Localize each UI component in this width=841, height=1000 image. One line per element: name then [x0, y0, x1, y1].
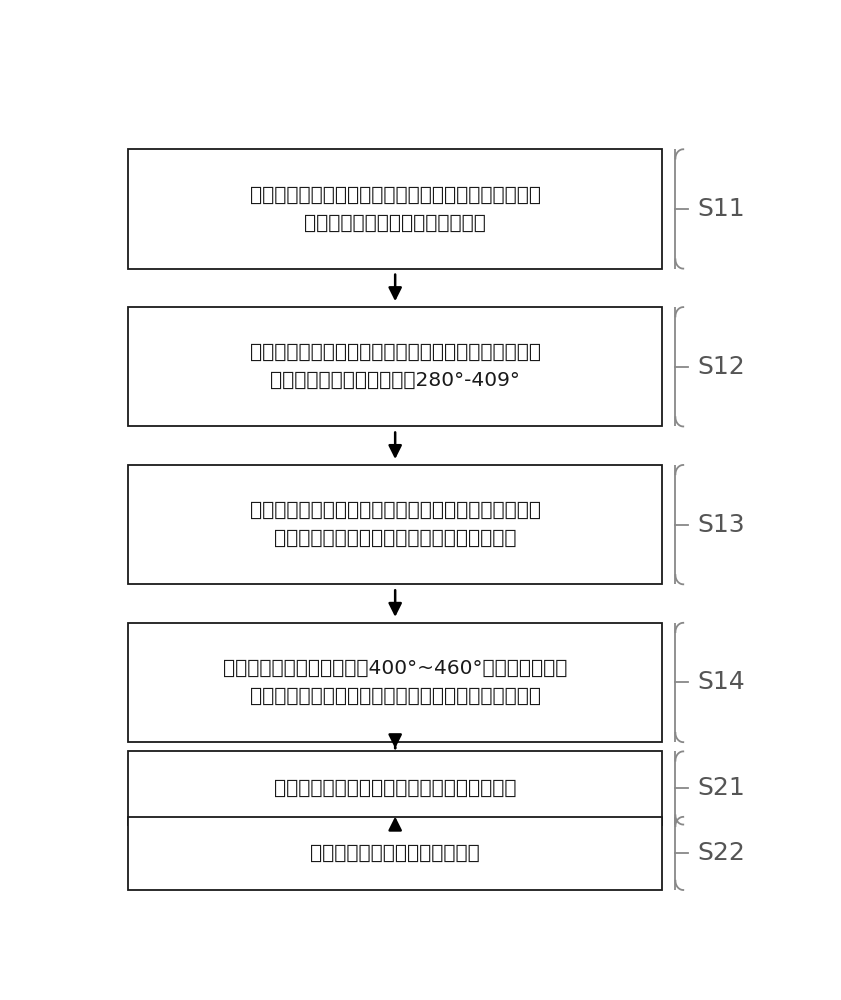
Text: S11: S11 [697, 197, 745, 221]
Text: 重整室与分离室之间的传送通道经过一预热控温机构，
该预热控温机构用以加热从重整室输出的气体: 重整室与分离室之间的传送通道经过一预热控温机构， 该预热控温机构用以加热从重整室… [250, 501, 541, 548]
FancyBboxPatch shape [128, 307, 663, 426]
Text: S21: S21 [697, 776, 745, 800]
FancyBboxPatch shape [128, 149, 663, 269]
FancyBboxPatch shape [128, 465, 663, 584]
FancyBboxPatch shape [128, 623, 663, 742]
Text: 所述分离室内的温度设定为400°~460°；分离室内设有
膜分离器，从膜分离器的产气端得到氢气，将余气排出: 所述分离室内的温度设定为400°~460°；分离室内设有 膜分离器，从膜分离器的… [223, 659, 568, 706]
Text: S14: S14 [697, 670, 745, 694]
FancyBboxPatch shape [128, 817, 663, 890]
FancyBboxPatch shape [128, 751, 663, 825]
Text: S13: S13 [697, 513, 745, 537]
Text: S12: S12 [697, 355, 745, 379]
Text: 所述子制氢设备收集的余气进入子重整室重整: 所述子制氢设备收集的余气进入子重整室重整 [274, 778, 516, 797]
Text: 重整后的气体进入子分离室分离: 重整后的气体进入子分离室分离 [310, 844, 480, 863]
Text: 气化后的甲醇蒸气及水蒸气进入重整室，重整室内设有
催化剂，重整室内的温度为280°-409°: 气化后的甲醇蒸气及水蒸气进入重整室，重整室内设有 催化剂，重整室内的温度为280… [250, 343, 541, 390]
Text: S22: S22 [697, 841, 745, 865]
Text: 所述液体储存容器中的甲醇和水通过输送装置输送至换
热器换热，换热后进入气化室气化: 所述液体储存容器中的甲醇和水通过输送装置输送至换 热器换热，换热后进入气化室气化 [250, 185, 541, 232]
